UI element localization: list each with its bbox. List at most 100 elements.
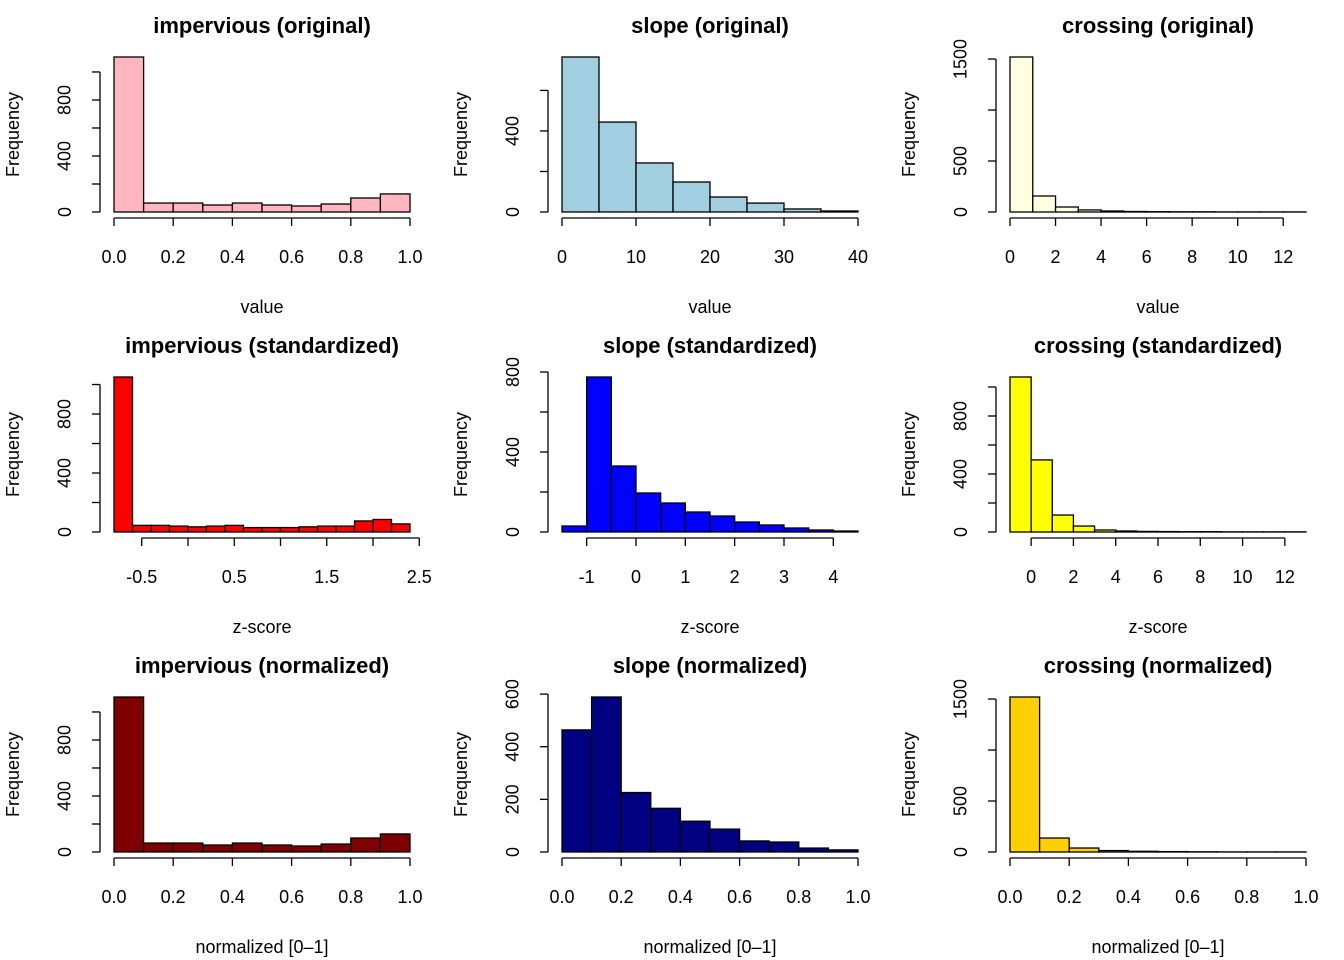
x-tick-label: 0.0 bbox=[101, 247, 126, 267]
y-tick-label: 400 bbox=[503, 116, 523, 146]
x-tick-label: 0.0 bbox=[997, 887, 1022, 907]
bar bbox=[335, 525, 356, 533]
bar bbox=[1123, 210, 1148, 213]
y-tick-label: 500 bbox=[951, 786, 971, 816]
bar bbox=[684, 511, 711, 533]
y-tick-label: 0 bbox=[951, 847, 971, 857]
bar bbox=[224, 524, 245, 533]
bar bbox=[261, 204, 293, 213]
x-tick-label: 0.4 bbox=[220, 247, 245, 267]
panel-title: impervious (standardized) bbox=[125, 333, 399, 358]
bar bbox=[242, 526, 263, 533]
x-tick-label: 10 bbox=[1233, 567, 1253, 587]
x-tick-label: 12 bbox=[1275, 567, 1295, 587]
y-axis-label: Frequency bbox=[899, 412, 919, 497]
bar bbox=[1093, 529, 1117, 533]
bar bbox=[650, 807, 682, 853]
x-tick-label: 10 bbox=[626, 247, 646, 267]
y-tick-label: 0 bbox=[951, 207, 971, 217]
y-tick-label: 800 bbox=[503, 357, 523, 387]
x-tick-label: 2 bbox=[1068, 567, 1078, 587]
y-tick-label: 500 bbox=[951, 146, 971, 176]
x-tick-label: 0.8 bbox=[338, 887, 363, 907]
x-axis-label: value bbox=[240, 297, 283, 317]
bar bbox=[808, 529, 834, 533]
bar bbox=[113, 56, 145, 213]
bar bbox=[598, 121, 637, 213]
y-tick-label: 400 bbox=[55, 781, 75, 811]
x-axis-label: z-score bbox=[1128, 617, 1187, 637]
y-tick-label: 800 bbox=[951, 401, 971, 431]
bar bbox=[561, 525, 588, 533]
x-tick-label: 8 bbox=[1195, 567, 1205, 587]
bar bbox=[679, 820, 711, 853]
y-tick-label: 400 bbox=[55, 141, 75, 171]
bar bbox=[1127, 850, 1159, 853]
bar bbox=[172, 202, 204, 213]
x-tick-label: 4 bbox=[828, 567, 838, 587]
bar bbox=[768, 841, 800, 853]
x-tick-label: 0 bbox=[557, 247, 567, 267]
x-tick-label: 0.0 bbox=[549, 887, 574, 907]
bar bbox=[738, 840, 770, 853]
y-tick-label: 400 bbox=[503, 732, 523, 762]
bar bbox=[353, 520, 374, 533]
x-tick-label: 1 bbox=[680, 567, 690, 587]
bar bbox=[350, 197, 382, 213]
x-tick-label: 30 bbox=[774, 247, 794, 267]
panel-title: crossing (normalized) bbox=[1044, 653, 1273, 678]
x-tick-label: 0.6 bbox=[1175, 887, 1200, 907]
y-tick-label: 800 bbox=[55, 725, 75, 755]
x-tick-label: 4 bbox=[1096, 247, 1106, 267]
y-tick-label: 200 bbox=[503, 784, 523, 814]
bar bbox=[187, 526, 208, 533]
x-tick-label: 1.5 bbox=[314, 567, 339, 587]
bar bbox=[561, 56, 600, 213]
y-tick-label: 400 bbox=[503, 437, 523, 467]
bar bbox=[590, 696, 622, 853]
x-tick-label: 2 bbox=[1051, 247, 1061, 267]
x-tick-label: 0.6 bbox=[279, 887, 304, 907]
x-tick-label: 4 bbox=[1111, 567, 1121, 587]
bar bbox=[131, 524, 152, 533]
y-tick-label: 0 bbox=[55, 207, 75, 217]
x-axis-label: z-score bbox=[232, 617, 291, 637]
x-tick-label: 0.6 bbox=[279, 247, 304, 267]
x-tick-label: 6 bbox=[1142, 247, 1152, 267]
x-tick-label: 1.0 bbox=[1293, 887, 1318, 907]
bar bbox=[1098, 849, 1130, 853]
bar bbox=[142, 202, 174, 213]
x-tick-label: 6 bbox=[1153, 567, 1163, 587]
bar bbox=[290, 845, 322, 853]
panel-title: impervious (normalized) bbox=[135, 653, 389, 678]
bar bbox=[279, 526, 300, 533]
y-axis-label: Frequency bbox=[451, 412, 471, 497]
y-tick-label: 0 bbox=[55, 527, 75, 537]
x-tick-label: 0.8 bbox=[786, 887, 811, 907]
bar bbox=[172, 842, 204, 853]
x-tick-label: -1 bbox=[579, 567, 595, 587]
bar bbox=[1051, 514, 1075, 533]
y-tick-label: 800 bbox=[55, 85, 75, 115]
bar bbox=[798, 847, 830, 853]
bar bbox=[1100, 210, 1125, 213]
bar bbox=[1054, 206, 1079, 213]
bar bbox=[113, 376, 134, 533]
bar bbox=[202, 204, 234, 213]
bar bbox=[298, 526, 319, 533]
bar bbox=[620, 791, 652, 853]
x-tick-label: 40 bbox=[848, 247, 868, 267]
x-tick-label: 0.2 bbox=[161, 247, 186, 267]
bar bbox=[379, 833, 411, 853]
y-tick-label: 800 bbox=[55, 399, 75, 429]
bar bbox=[635, 492, 662, 533]
y-axis-label: Frequency bbox=[3, 92, 23, 177]
bar bbox=[635, 162, 674, 213]
y-tick-label: 0 bbox=[503, 847, 523, 857]
bar bbox=[1136, 530, 1159, 533]
x-tick-label: 0.2 bbox=[609, 887, 634, 907]
bar bbox=[150, 524, 171, 533]
panel-title: impervious (original) bbox=[153, 13, 371, 38]
bar bbox=[320, 843, 352, 853]
